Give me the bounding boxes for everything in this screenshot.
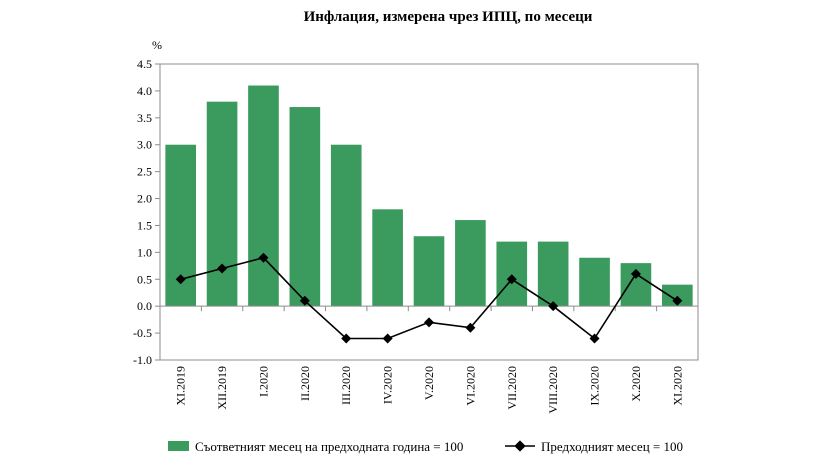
line-point-II.2020: [299, 295, 310, 306]
y-tick-label: -0.5: [133, 326, 152, 340]
line-point-IX.2020: [589, 333, 600, 344]
bar-VII.2020: [496, 241, 528, 307]
x-tick-label: VII.2020: [505, 366, 519, 410]
y-axis-unit: %: [152, 38, 162, 52]
line-point-XI.2019: [175, 274, 186, 285]
y-tick-label: -1.0: [133, 353, 152, 367]
plot-area: [159, 63, 699, 361]
y-tick-label: 2.0: [137, 192, 152, 206]
bar-XII.2019: [206, 101, 238, 307]
legend: Съответният месец на предходната година …: [168, 439, 683, 454]
y-axis: -1.0 -0.5 0.0 0.5 1.0 1.5 2.0 2.5 3.0 3.5 4.0 4.5: [133, 57, 160, 367]
x-tick-label: V.2020: [422, 366, 436, 400]
x-tick-label: VI.2020: [463, 366, 477, 406]
legend-line-label: Предходният месец = 100: [541, 439, 683, 454]
y-tick-label: 4.5: [137, 57, 152, 71]
legend-bar-swatch: [168, 441, 189, 451]
x-tick-label: XII.2019: [215, 366, 229, 410]
line-point-VII.2020: [506, 274, 517, 285]
x-tick-label: IV.2020: [381, 366, 395, 404]
line-point-XII.2019: [217, 263, 228, 274]
y-tick-label: 1.5: [137, 218, 152, 232]
bar-III.2020: [330, 144, 362, 307]
line-point-VIII.2020: [548, 301, 559, 312]
line-point-I.2020: [258, 252, 269, 263]
y-tick-label: 1.0: [137, 245, 152, 259]
bar-VI.2020: [455, 220, 486, 307]
bar-XI.2020: [661, 284, 693, 307]
chart-title: Инфлация, измерена чрез ИПЦ, по месеци: [304, 9, 593, 25]
x-tick-label: I.2020: [256, 366, 270, 397]
bar-IV.2020: [372, 209, 403, 307]
bar-II.2020: [289, 107, 321, 307]
line-point-VI.2020: [465, 322, 476, 333]
y-tick-label: 4.0: [137, 84, 152, 98]
bar-V.2020: [413, 236, 445, 307]
x-tick-label: XI.2020: [670, 366, 684, 406]
line-series: [175, 252, 683, 344]
bar-I.2020: [248, 85, 279, 307]
x-tick-label: X.2020: [629, 366, 643, 402]
bar-series: [165, 85, 693, 307]
line-point-III.2020: [341, 333, 352, 344]
line-point-X.2020: [630, 268, 641, 279]
bar-IX.2020: [579, 257, 610, 307]
bar-VIII.2020: [537, 241, 569, 307]
y-tick-label: 0.5: [137, 272, 152, 286]
line-point-XI.2020: [672, 295, 683, 306]
line-point-V.2020: [424, 317, 434, 328]
legend-marker-icon: [514, 440, 526, 452]
x-tick-label: III.2020: [339, 366, 353, 405]
line-point-IV.2020: [382, 333, 393, 344]
x-tick-label: VIII.2020: [546, 366, 560, 414]
x-tick-label: XI.2019: [174, 366, 188, 406]
y-tick-label: 3.5: [137, 111, 152, 125]
legend-bar-label: Съответният месец на предходната година …: [195, 439, 463, 454]
y-tick-label: 2.5: [137, 165, 152, 179]
x-tick-label: IX.2020: [588, 366, 602, 406]
x-tick-label: II.2020: [298, 366, 312, 401]
y-tick-label: 0.0: [137, 299, 152, 313]
y-tick-label: 3.0: [137, 138, 152, 152]
x-axis: XI.2019 XII.2019 I.2020 II.2020 III.2020 IV.2…: [159, 306, 699, 414]
